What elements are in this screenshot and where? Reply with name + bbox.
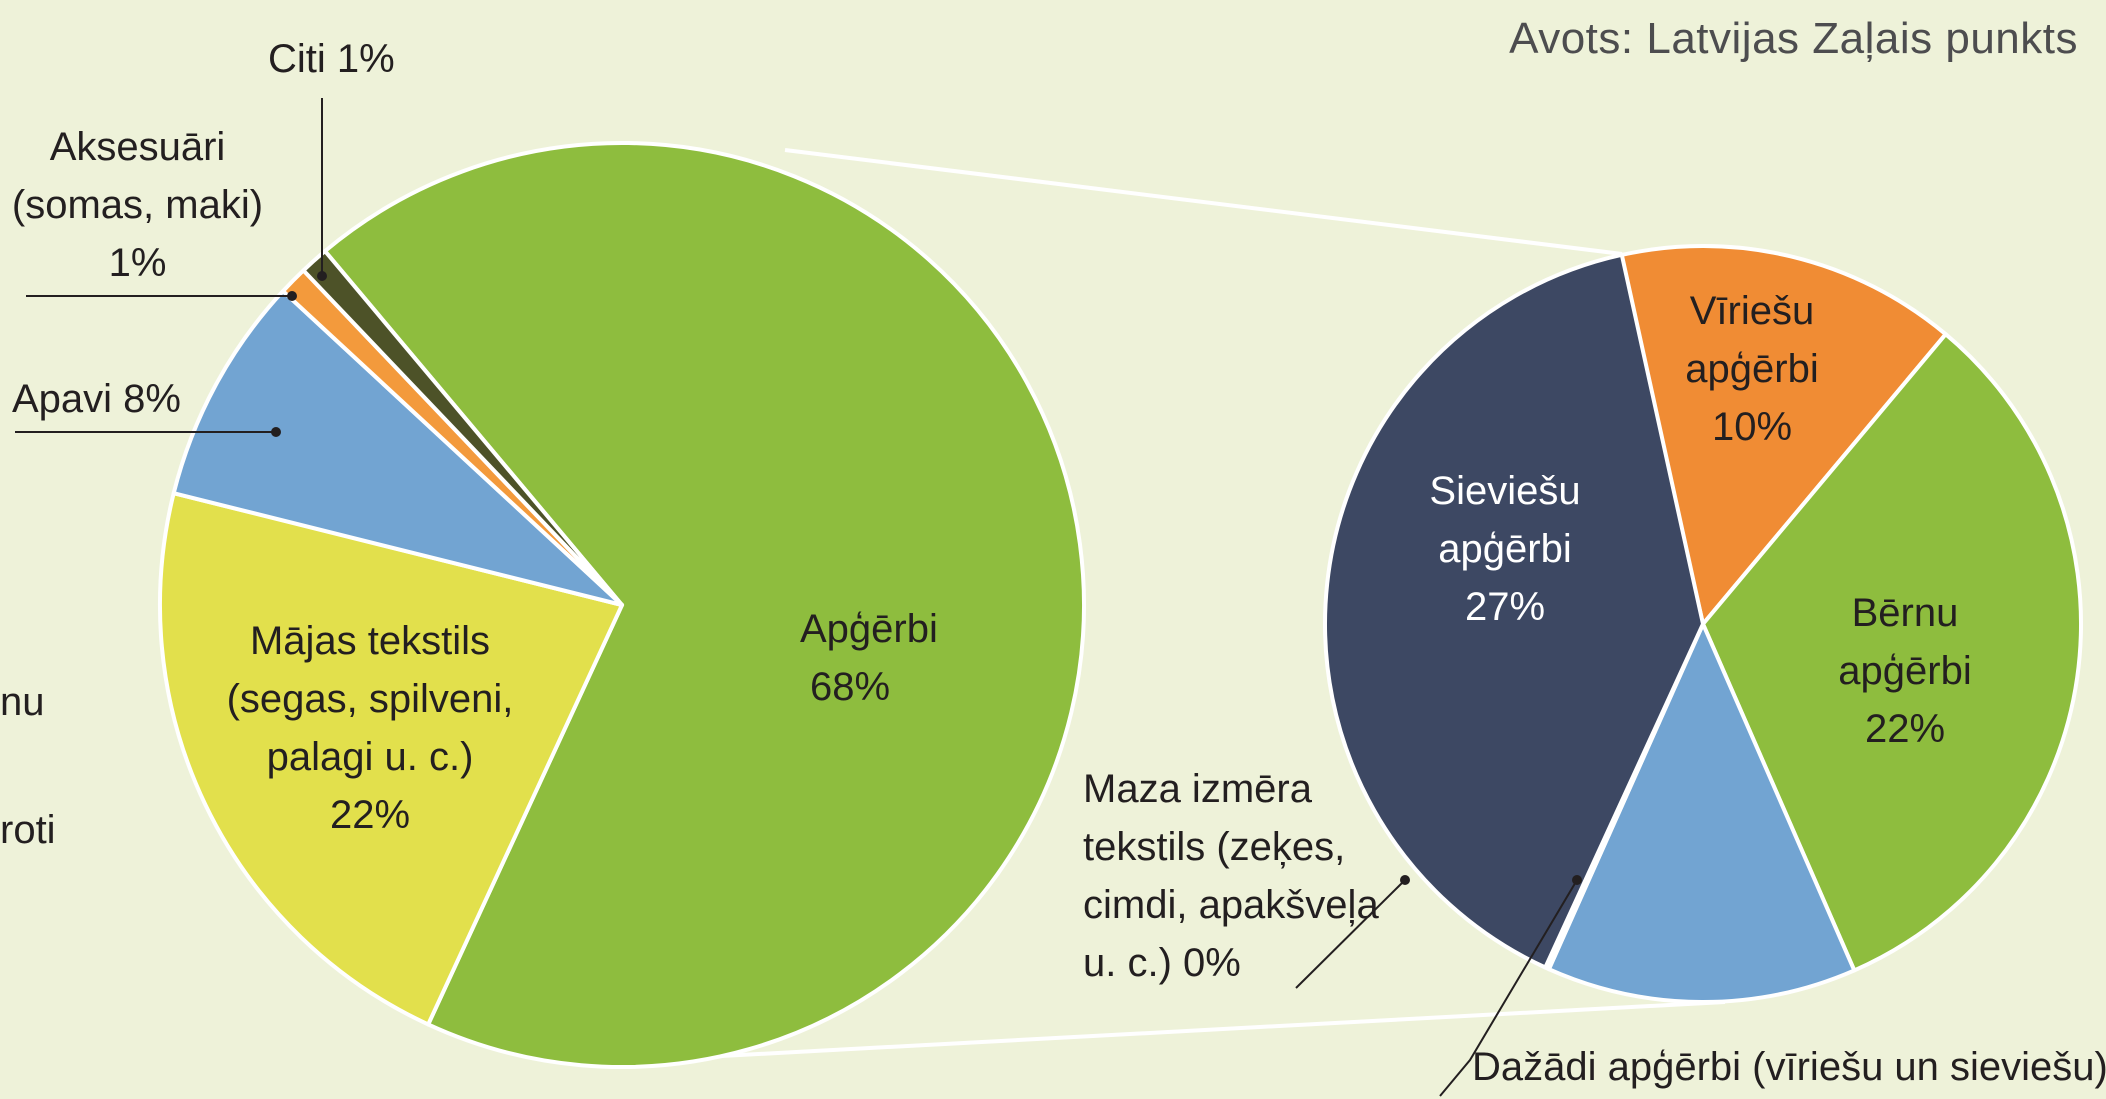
slice-ap-rbi [323,141,1086,1069]
source-note: Avots: Latvijas Zaļais punkts [1509,14,2078,63]
clipped-text-2: roti [0,808,56,852]
connector-line-1 [784,148,1623,256]
leader-citi-dot [317,271,327,281]
leader-apavi-dot [271,427,281,437]
connector-line-2 [609,1000,1726,1064]
label-apgerbi: Apģērbi 68% [800,607,938,709]
label-sieviesu: Sieviešu apģērbi 27% [1429,469,1581,629]
label-apavi: Apavi 8% [12,377,181,421]
slice-da-di-ap-rbi-v-rie-u-un-sievie-u [1546,622,1857,1005]
label-citi: Citi 1% [268,37,395,81]
leader-dazadi-dot [1572,875,1582,885]
slice-citi [301,249,624,607]
label-maza-izmera: Maza izmēra tekstils (zeķes, cimdi, apakšv… [1083,767,1379,985]
leader-maza-izmera-dot [1400,875,1410,885]
connector-lines [609,148,1726,1064]
leader-lines [15,98,1582,1097]
slice-sievie-u-ap-rbi [1323,252,1705,970]
slice-v-rie-u-ap-rbi [1616,244,1948,626]
slice-m-jas-tekstils-segas-spilveni-palagi-u-c [158,491,624,1027]
leader-aksesuari-dot [287,291,297,301]
slice-apavi [171,289,624,607]
label-majas-tekstils: Mājas tekstils (segas, spilveni, palagi u.… [226,619,514,837]
leader-dazadi [1439,879,1578,1097]
main-pie [158,141,1086,1069]
label-aksesuari: Aksesuāri (somas, maki) 1% [11,125,264,285]
leader-maza-izmera [1295,879,1406,989]
label-bernu: Bērnu apģērbi 22% [1838,591,1972,751]
clothing-breakdown-pie [1323,244,2083,1005]
slice-b-rnu-ap-rbi [1701,332,2083,973]
label-dazadi: Dažādi apģērbi (vīriešu un sieviešu) 9% [1472,1045,2106,1089]
clipped-text-1: nu [0,680,45,724]
label-viriesu: Vīriešu apģērbi 10% [1685,289,1819,449]
